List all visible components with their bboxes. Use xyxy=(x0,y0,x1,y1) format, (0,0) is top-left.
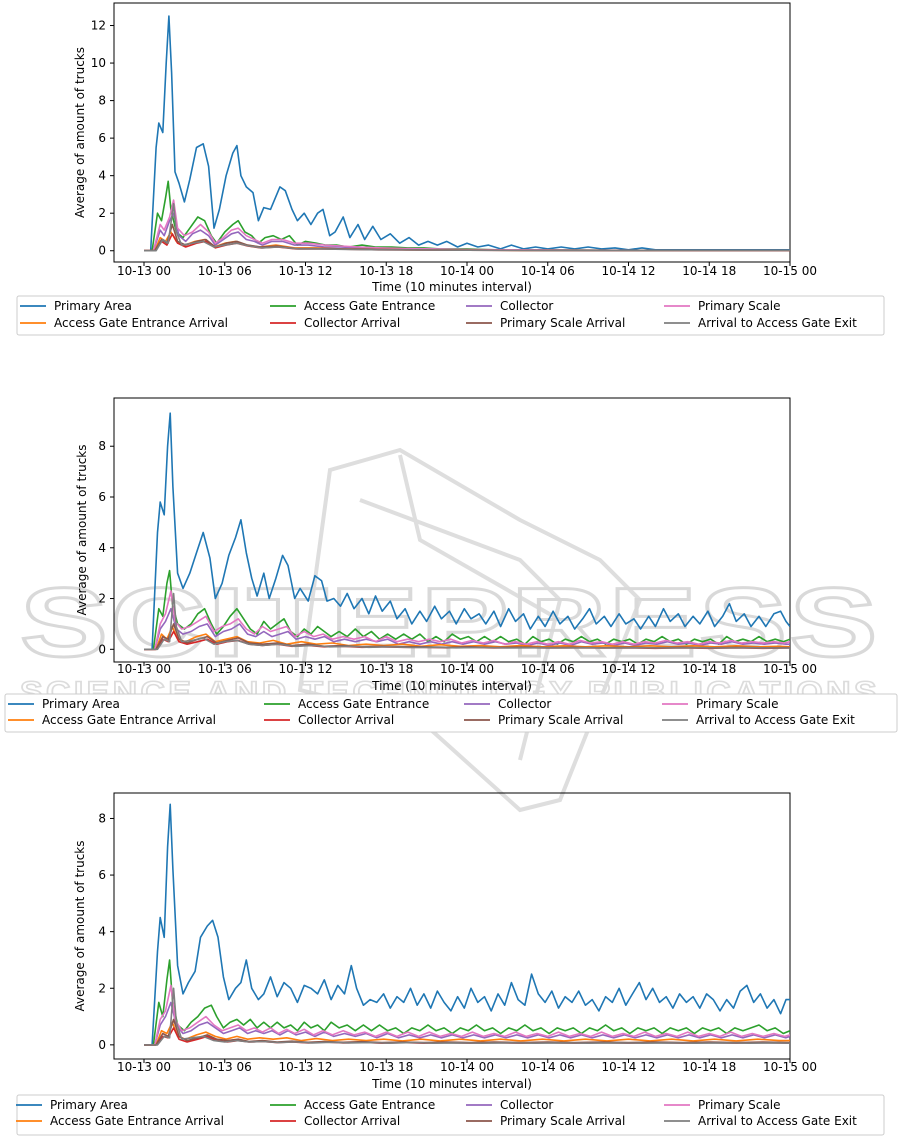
y-axis-label: Average of amount of trucks xyxy=(73,47,87,218)
x-tick-label: 10-14 12 xyxy=(602,264,656,278)
legend-label-access-gate-entrance-arrival: Access Gate Entrance Arrival xyxy=(42,713,216,727)
legend-label-arrival-to-access-gate-exit: Arrival to Access Gate Exit xyxy=(698,1114,857,1128)
y-tick-label: 2 xyxy=(98,206,106,220)
y-axis-label: Average of amount of trucks xyxy=(75,444,89,615)
x-tick-label: 10-13 06 xyxy=(198,1060,252,1074)
x-axis-label: Time (10 minutes interval) xyxy=(371,1077,532,1091)
series-line-access-gate-entrance xyxy=(144,571,790,650)
legend-label-access-gate-entrance-arrival: Access Gate Entrance Arrival xyxy=(50,1114,224,1128)
x-tick-label: 10-14 12 xyxy=(602,662,656,676)
x-axis-label: Time (10 minutes interval) xyxy=(371,280,532,294)
legend-label-primary-scale-arrival: Primary Scale Arrival xyxy=(500,1114,625,1128)
legend-label-primary-scale-arrival: Primary Scale Arrival xyxy=(498,713,623,727)
x-tick-label: 10-14 18 xyxy=(682,1060,736,1074)
x-tick-label: 10-13 06 xyxy=(198,662,252,676)
y-axis-label: Average of amount of trucks xyxy=(73,840,87,1011)
y-tick-label: 4 xyxy=(98,169,106,183)
series-line-access-gate-entrance xyxy=(144,181,790,250)
series-line-primary-scale-arrival xyxy=(144,225,790,251)
legend-label-collector: Collector xyxy=(500,1098,553,1112)
plot-frame xyxy=(114,793,790,1059)
x-tick-label: 10-14 00 xyxy=(440,662,494,676)
x-tick-label: 10-13 18 xyxy=(359,662,413,676)
legend-label-arrival-to-access-gate-exit: Arrival to Access Gate Exit xyxy=(696,713,855,727)
legend-label-access-gate-entrance: Access Gate Entrance xyxy=(304,1098,435,1112)
legend-label-primary-scale: Primary Scale xyxy=(698,299,780,313)
x-tick-label: 10-13 00 xyxy=(117,662,171,676)
x-tick-label: 10-15 00 xyxy=(763,1060,817,1074)
x-tick-label: 10-13 12 xyxy=(279,662,333,676)
series-line-collector xyxy=(144,213,790,251)
series-line-primary-area xyxy=(144,804,790,1045)
y-tick-label: 10 xyxy=(91,56,106,70)
legend-label-collector: Collector xyxy=(500,299,553,313)
legend-label-collector-arrival: Collector Arrival xyxy=(298,713,394,727)
legend-label-primary-scale: Primary Scale xyxy=(696,697,778,711)
legend-label-collector-arrival: Collector Arrival xyxy=(304,1114,400,1128)
y-tick-label: 2 xyxy=(98,592,106,606)
legend-label-collector: Collector xyxy=(498,697,551,711)
y-tick-label: 12 xyxy=(91,19,106,33)
y-tick-label: 0 xyxy=(98,642,106,656)
legend-label-access-gate-entrance: Access Gate Entrance xyxy=(298,697,429,711)
x-tick-label: 10-14 06 xyxy=(521,264,575,278)
x-tick-label: 10-14 12 xyxy=(602,1060,656,1074)
x-tick-label: 10-13 18 xyxy=(359,264,413,278)
legend-label-access-gate-entrance: Access Gate Entrance xyxy=(304,299,435,313)
legend-label-primary-scale-arrival: Primary Scale Arrival xyxy=(500,316,625,330)
y-tick-label: 8 xyxy=(98,811,106,825)
x-tick-label: 10-13 00 xyxy=(117,264,171,278)
x-tick-label: 10-15 00 xyxy=(763,264,817,278)
x-tick-label: 10-13 06 xyxy=(198,264,252,278)
x-axis-label: Time (10 minutes interval) xyxy=(371,679,532,693)
charts-canvas: 0 2 4 6 8 10 12 10-13 00 10-13 06 10-13 12 10-13 1… xyxy=(0,0,901,1136)
x-tick-label: 10-13 00 xyxy=(117,1060,171,1074)
chart-2: 0 2 4 6 8 10-13 00 10-13 06 10-13 12 10-13 18 10-… xyxy=(5,398,897,732)
x-tick-label: 10-14 18 xyxy=(682,662,736,676)
x-tick-label: 10-13 18 xyxy=(359,1060,413,1074)
x-tick-label: 10-14 00 xyxy=(440,264,494,278)
y-tick-label: 8 xyxy=(98,439,106,453)
legend-label-primary-area: Primary Area xyxy=(54,299,132,313)
y-tick-label: 6 xyxy=(98,131,106,145)
x-tick-label: 10-13 12 xyxy=(279,264,333,278)
y-tick-label: 8 xyxy=(98,94,106,108)
legend-label-access-gate-entrance-arrival: Access Gate Entrance Arrival xyxy=(54,316,228,330)
y-tick-label: 0 xyxy=(98,1038,106,1052)
y-tick-label: 4 xyxy=(98,925,106,939)
x-tick-label: 10-15 00 xyxy=(763,662,817,676)
series-line-primary-area xyxy=(144,16,790,251)
chart-1: 0 2 4 6 8 10 12 10-13 00 10-13 06 10-13 12 10-13 1… xyxy=(17,3,884,335)
legend-label-primary-area: Primary Area xyxy=(42,697,120,711)
x-tick-label: 10-14 06 xyxy=(521,1060,575,1074)
chart-3: 0 2 4 6 8 10-13 00 10-13 06 10-13 12 10-13 18 10-… xyxy=(16,793,884,1135)
x-tick-label: 10-14 18 xyxy=(682,264,736,278)
x-tick-label: 10-14 06 xyxy=(521,662,575,676)
legend-label-arrival-to-access-gate-exit: Arrival to Access Gate Exit xyxy=(698,316,857,330)
figure: SCITEPRESS SCIENCE AND TECHNOLOGY PUBLIC… xyxy=(0,0,901,1136)
legend-label-primary-area: Primary Area xyxy=(50,1098,128,1112)
legend-label-primary-scale: Primary Scale xyxy=(698,1098,780,1112)
series-line-access-gate-entrance-arrival xyxy=(144,627,790,650)
legend-label-collector-arrival: Collector Arrival xyxy=(304,316,400,330)
x-tick-label: 10-13 12 xyxy=(279,1060,333,1074)
y-tick-label: 0 xyxy=(98,244,106,258)
y-tick-label: 6 xyxy=(98,490,106,504)
y-tick-label: 2 xyxy=(98,981,106,995)
y-tick-label: 6 xyxy=(98,868,106,882)
y-tick-label: 4 xyxy=(98,541,106,555)
x-tick-label: 10-14 00 xyxy=(440,1060,494,1074)
